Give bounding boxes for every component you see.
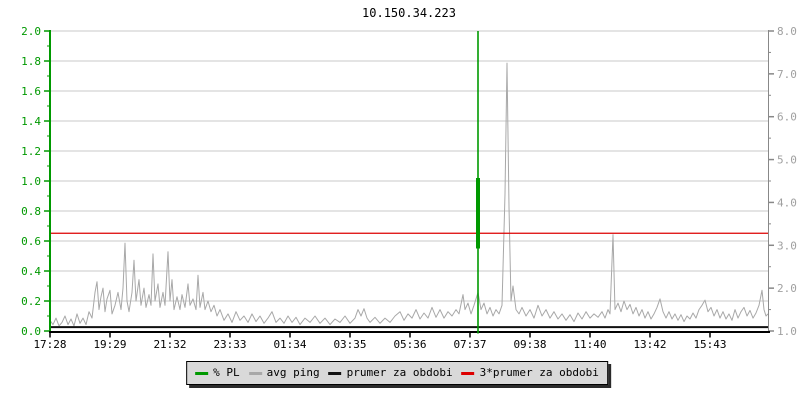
- svg-text:13:42: 13:42: [633, 338, 666, 351]
- legend-label-3x-average: 3*prumer za obdobi: [479, 366, 599, 379]
- svg-text:2.0: 2.0: [777, 282, 797, 295]
- svg-text:15:43: 15:43: [693, 338, 726, 351]
- svg-text:4.0: 4.0: [777, 196, 797, 209]
- svg-text:6.0: 6.0: [777, 111, 797, 124]
- svg-text:23:33: 23:33: [213, 338, 246, 351]
- svg-text:07:37: 07:37: [453, 338, 486, 351]
- legend-label-pl: % PL: [213, 366, 240, 379]
- svg-text:01:34: 01:34: [273, 338, 306, 351]
- legend-label-average: prumer za obdobi: [346, 366, 453, 379]
- svg-text:0.6: 0.6: [21, 235, 41, 248]
- legend-swatch-pl-icon: [195, 371, 209, 375]
- svg-text:0.2: 0.2: [21, 295, 41, 308]
- svg-text:05:36: 05:36: [393, 338, 426, 351]
- svg-text:1.2: 1.2: [21, 145, 41, 158]
- legend-item-pl: % PL: [195, 366, 240, 380]
- legend-label-avg-ping: avg ping: [266, 366, 320, 379]
- svg-text:09:38: 09:38: [513, 338, 546, 351]
- svg-text:8.0: 8.0: [777, 25, 797, 38]
- legend-swatch-3x-average-icon: [461, 371, 475, 375]
- svg-text:2.0: 2.0: [21, 25, 41, 38]
- svg-text:1.0: 1.0: [777, 325, 797, 338]
- svg-text:5.0: 5.0: [777, 154, 797, 167]
- svg-text:1.8: 1.8: [21, 55, 41, 68]
- svg-text:17:28: 17:28: [33, 338, 66, 351]
- svg-text:1.4: 1.4: [21, 115, 41, 128]
- svg-text:1.0: 1.0: [21, 175, 41, 188]
- svg-text:03:35: 03:35: [333, 338, 366, 351]
- svg-text:7.0: 7.0: [777, 68, 797, 81]
- chart-plot: 0.0 0.2 0.4 0.6 0.8 1.0 1.2 1.4 1.6 1.8 2.0 1.0 2.0 3…: [21, 25, 797, 351]
- chart-title: 10.150.34.223: [362, 6, 456, 20]
- svg-text:0.0: 0.0: [21, 325, 41, 338]
- legend-item-avg-ping: avg ping: [248, 366, 320, 380]
- svg-text:0.8: 0.8: [21, 205, 41, 218]
- legend-item-average: prumer za obdobi: [328, 366, 453, 380]
- svg-text:0.4: 0.4: [21, 265, 41, 278]
- chart-legend: % PL avg ping prumer za obdobi 3*prumer …: [186, 361, 608, 385]
- svg-text:11:40: 11:40: [573, 338, 606, 351]
- svg-text:21:32: 21:32: [153, 338, 186, 351]
- svg-text:1.6: 1.6: [21, 85, 41, 98]
- legend-swatch-avg-ping-icon: [248, 371, 262, 375]
- legend-item-3x-average: 3*prumer za obdobi: [461, 366, 599, 380]
- legend-swatch-average-icon: [328, 371, 342, 375]
- svg-text:3.0: 3.0: [777, 239, 797, 252]
- svg-text:19:29: 19:29: [93, 338, 126, 351]
